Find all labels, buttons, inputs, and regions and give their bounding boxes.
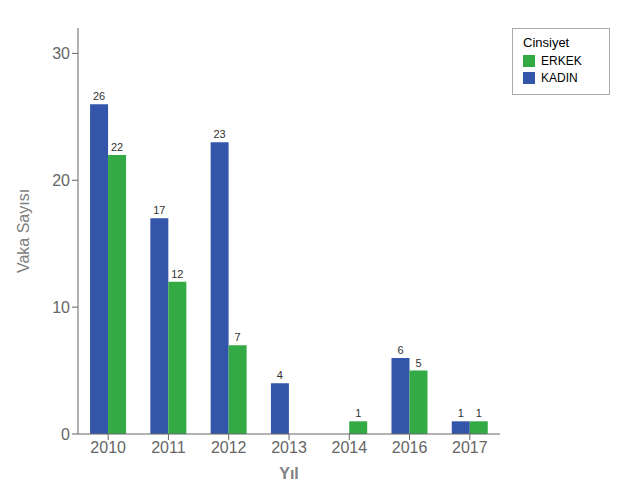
svg-text:0: 0	[61, 426, 70, 443]
svg-text:7: 7	[235, 331, 241, 343]
svg-text:Yıl: Yıl	[279, 465, 299, 482]
svg-text:12: 12	[171, 268, 183, 280]
svg-text:30: 30	[52, 45, 70, 62]
svg-text:1: 1	[355, 407, 361, 419]
svg-text:17: 17	[153, 204, 165, 216]
html-text:Cinsiyet: Cinsiyet	[523, 35, 570, 50]
svg-text:2010: 2010	[90, 439, 126, 456]
svg-text:2013: 2013	[271, 439, 307, 456]
svg-text:26: 26	[93, 90, 105, 102]
svg-text:10: 10	[52, 299, 70, 316]
svg-text:22: 22	[111, 141, 123, 153]
svg-text:20: 20	[52, 172, 70, 189]
svg-text:2016: 2016	[392, 439, 428, 456]
html-text:ERKEK: ERKEK	[541, 54, 582, 68]
svg-text:2017: 2017	[452, 439, 488, 456]
svg-text:Vaka Sayısı: Vaka Sayısı	[15, 189, 32, 273]
svg-text:2014: 2014	[331, 439, 367, 456]
svg-text:6: 6	[397, 344, 403, 356]
svg-text:1: 1	[458, 407, 464, 419]
svg-text:1: 1	[476, 407, 482, 419]
svg-text:5: 5	[415, 357, 421, 369]
svg-text:2012: 2012	[211, 439, 247, 456]
svg-text:4: 4	[277, 369, 283, 381]
svg-text:2011: 2011	[151, 439, 186, 456]
html-text:KADIN: KADIN	[541, 71, 578, 85]
svg-text:23: 23	[214, 128, 226, 140]
